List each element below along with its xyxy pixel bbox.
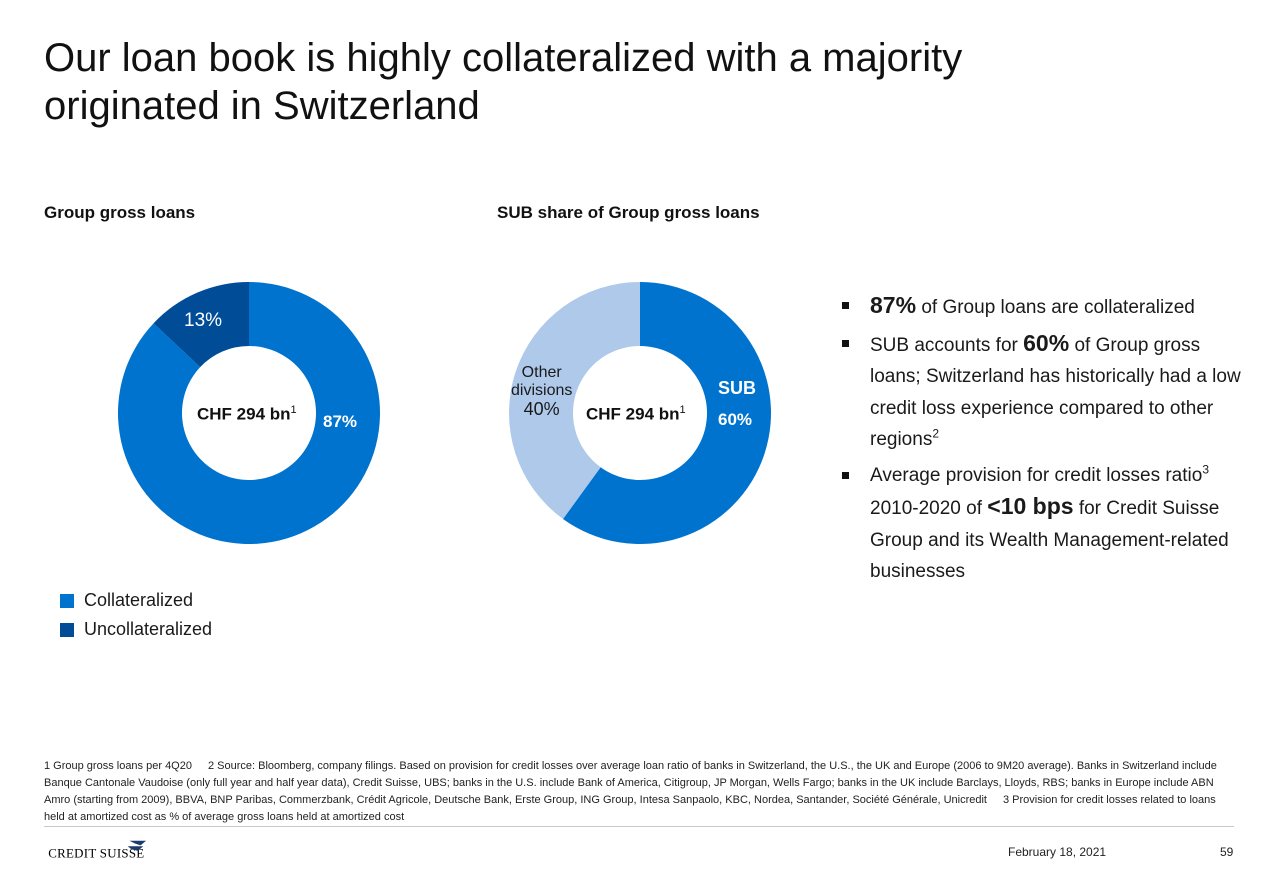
key-point-3-text: for Credit Suisse Group and its Wealth M… xyxy=(870,498,1229,582)
donut-slice-uncollateralized xyxy=(153,282,249,368)
bullet-square-icon xyxy=(842,471,849,479)
key-point-3-figure: <10 bps xyxy=(987,493,1074,519)
right-other-line2: divisions xyxy=(511,382,573,399)
logo-sails-icon xyxy=(127,846,144,851)
key-point-2-footnote-ref: 2 xyxy=(932,426,940,441)
bullet-square-icon xyxy=(842,339,849,347)
footnote-3: 3 Provision for credit losses related to… xyxy=(44,794,1216,823)
chart-legend: Collateralized Uncollateralized xyxy=(60,586,212,644)
bullet-square-icon xyxy=(842,302,849,309)
legend-label-collateralized: Collateralized xyxy=(84,590,194,610)
right-donut-chart xyxy=(509,282,771,544)
footnote-1: 1 Group gross loans per 4Q20 xyxy=(44,760,192,772)
right-chart-title: SUB share of Group gross loans xyxy=(497,203,760,222)
right-sub-pct-label: 60% xyxy=(718,410,753,429)
right-sub-name-label: SUB xyxy=(718,378,757,398)
right-center-footnote-ref: 1 xyxy=(679,404,686,416)
left-donut-chart xyxy=(117,282,381,544)
key-point-3-mid: 2010-2020 of xyxy=(870,498,988,519)
left-uncollateralized-pct-label: 13% xyxy=(184,310,223,331)
footer-divider xyxy=(44,826,1234,827)
left-center-value: CHF 294 bn xyxy=(197,404,291,424)
key-point-collateralized: 87% of Group loans are collateralized xyxy=(842,290,1242,324)
right-other-divisions-label: Other divisions 40% xyxy=(511,364,572,418)
key-point-1-figure: 87% xyxy=(870,292,917,318)
key-point-1-text: of Group loans are collateralized xyxy=(916,297,1195,318)
donut-slice-sub xyxy=(563,282,771,544)
donut-slice-collateralized xyxy=(117,282,381,544)
left-chart-title: Group gross loans xyxy=(44,203,196,222)
key-points-list: 87% of Group loans are collateralized SU… xyxy=(842,290,1242,592)
key-point-2-text: of Group gross loans; Switzerland has hi… xyxy=(870,334,1241,451)
right-other-line1: Other xyxy=(521,364,562,381)
page-number: 59 xyxy=(1220,845,1234,859)
donut-slice-other-divisions xyxy=(509,282,640,519)
right-center-value: CHF 294 bn xyxy=(586,404,680,424)
page-title: Our loan book is highly collateralized w… xyxy=(44,34,1224,130)
left-center-footnote-ref: 1 xyxy=(290,404,297,416)
footnote-2: 2 Source: Bloomberg, company filings. Ba… xyxy=(44,760,1217,806)
logo-sails-icon xyxy=(129,840,147,846)
legend-swatch-uncollateralized xyxy=(60,622,74,637)
legend-swatch-collateralized xyxy=(60,593,74,608)
credit-suisse-logo: CREDIT SUISSE xyxy=(48,840,147,860)
logo-wordmark: CREDIT SUISSE xyxy=(48,845,144,860)
footnotes: 1 Group gross loans per 4Q20 2 Source: Bl… xyxy=(44,758,1239,826)
page-title-line1: Our loan book is highly collateralized w… xyxy=(44,36,963,80)
right-other-pct: 40% xyxy=(523,399,560,419)
legend-item-collateralized: Collateralized xyxy=(60,586,212,615)
left-center-label: CHF 294 bn1 xyxy=(197,404,297,425)
key-point-2-pre: SUB accounts for xyxy=(870,334,1024,356)
key-point-sub-share: SUB accounts for 60% of Group gross loan… xyxy=(842,328,1242,456)
legend-label-uncollateralized: Uncollateralized xyxy=(84,619,213,639)
footer-date: February 18, 2021 xyxy=(1008,845,1107,859)
key-point-3-pre: Average provision for credit losses rati… xyxy=(870,464,1203,486)
page-title-line2: originated in Switzerland xyxy=(44,84,480,128)
left-collateralized-pct-label: 87% xyxy=(323,412,358,431)
key-point-provision: Average provision for credit losses rati… xyxy=(842,460,1242,588)
key-point-2-figure: 60% xyxy=(1023,329,1070,356)
legend-item-uncollateralized: Uncollateralized xyxy=(60,615,212,644)
right-center-label: CHF 294 bn1 xyxy=(586,404,686,425)
key-point-3-footnote-ref: 3 xyxy=(1202,462,1209,477)
